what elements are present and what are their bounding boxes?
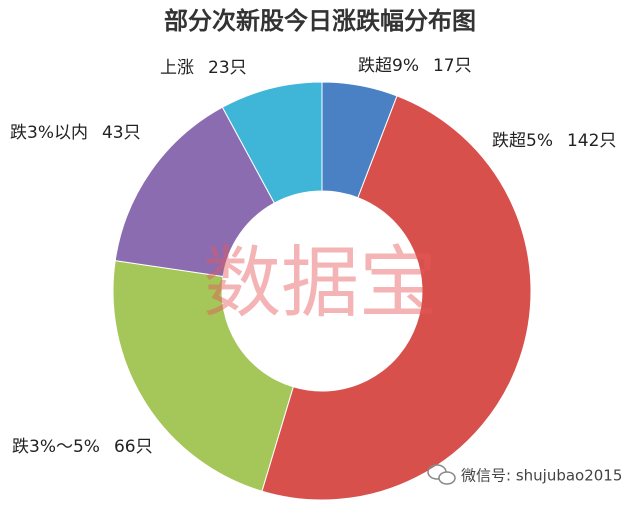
slice [221, 81, 323, 204]
footer: 微信号: shujubao2015 [461, 467, 622, 485]
slice-label: 跌3%以内 43只 [10, 123, 141, 143]
wechat-icon [427, 464, 456, 485]
category-label: 跌超5% [492, 131, 553, 151]
value-label: 43只 [102, 123, 141, 143]
donut [112, 81, 532, 501]
value-label: 23只 [208, 58, 247, 78]
slice [112, 260, 294, 492]
slice-label: 跌超5% 142只 [492, 131, 616, 151]
category-label: 上涨 [160, 58, 194, 78]
slice-label: 跌3%～5% 66只 [12, 437, 153, 457]
slice-label: 上涨 23只 [160, 58, 247, 78]
slice [114, 106, 276, 278]
slice-label: 跌超9% 17只 [358, 56, 472, 76]
value-label: 142只 [567, 131, 616, 151]
value-label: 66只 [114, 437, 153, 457]
slice [261, 95, 532, 501]
category-label: 跌3%～5% [12, 437, 100, 457]
category-label: 跌3%以内 [10, 123, 88, 143]
chart-title: 部分次新股今日涨跌幅分布图 [164, 7, 476, 35]
value-label: 17只 [433, 56, 472, 76]
watermark: 数据宝 [203, 238, 437, 328]
category-label: 跌超9% [358, 56, 419, 76]
